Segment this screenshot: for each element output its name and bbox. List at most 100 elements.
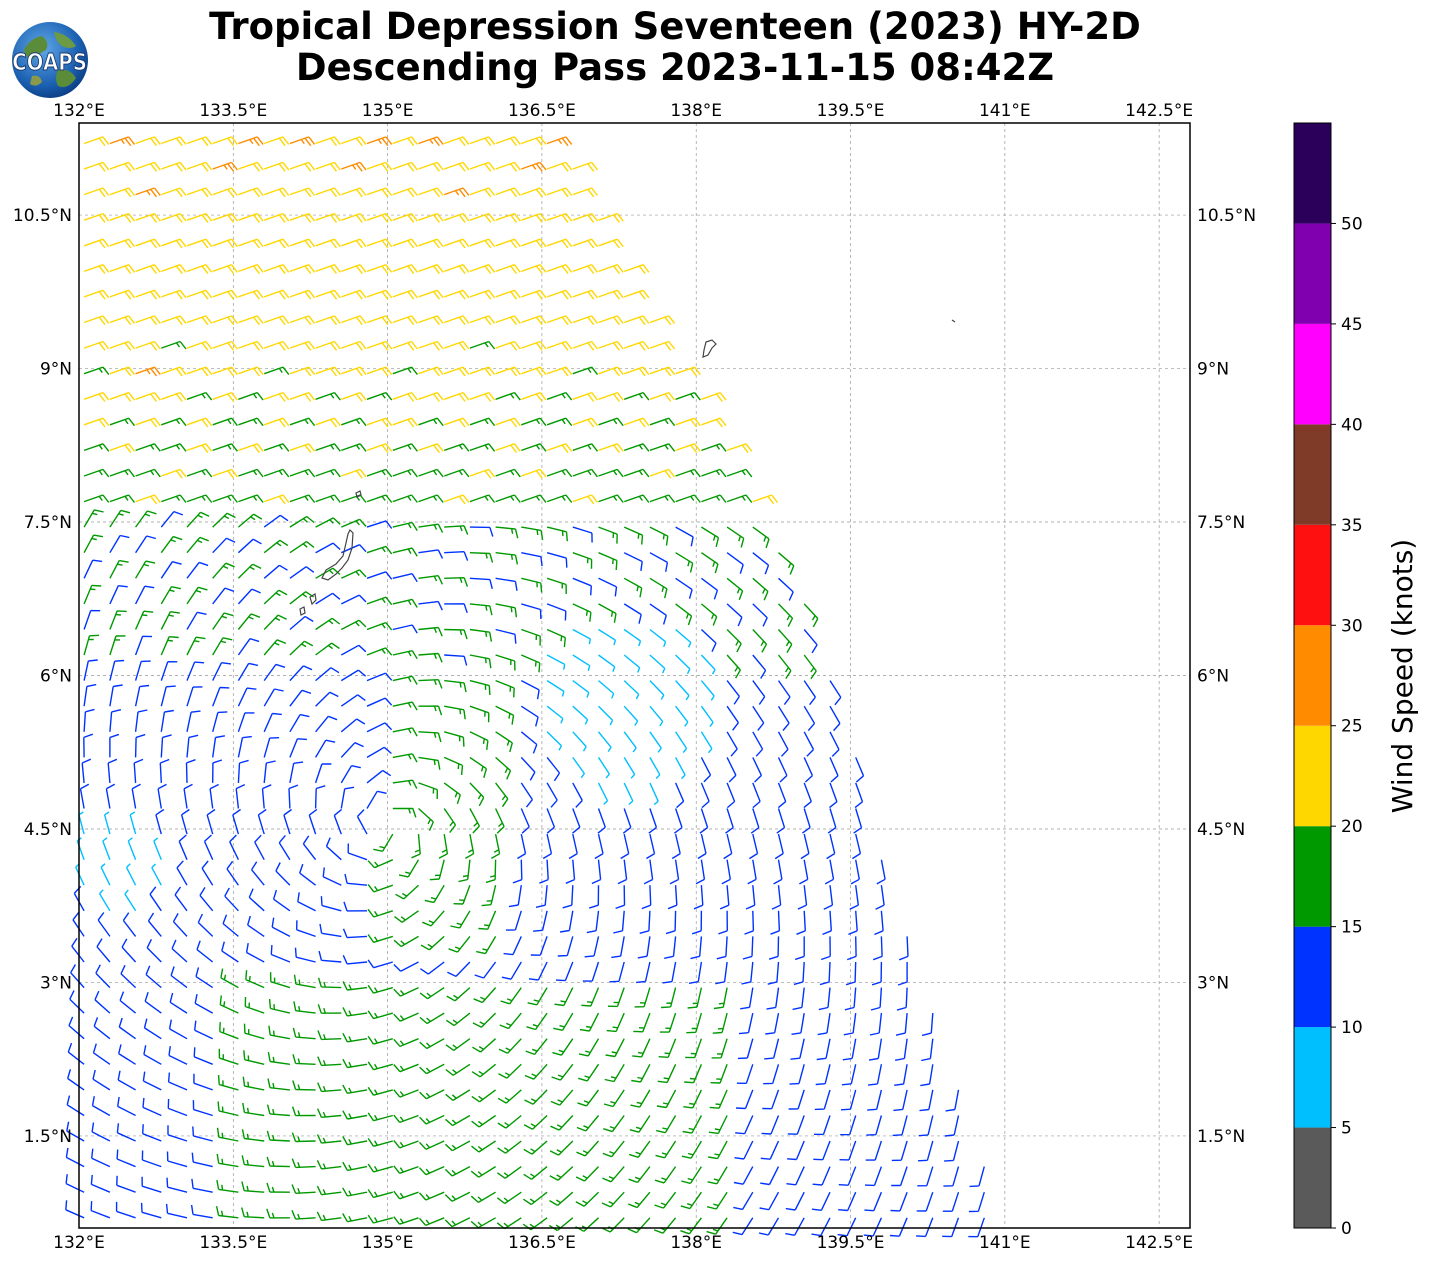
wind-barb xyxy=(771,885,782,910)
wind-barb xyxy=(565,859,576,884)
wind-barb xyxy=(366,340,393,351)
wind-barb xyxy=(721,859,731,885)
wind-barb xyxy=(465,833,475,860)
wind-barb xyxy=(263,340,290,351)
wind-barb xyxy=(559,910,574,933)
wind-barb xyxy=(447,961,471,978)
wind-barb xyxy=(598,391,624,402)
wind-barb xyxy=(226,860,239,886)
wind-barb xyxy=(367,1163,393,1173)
wind-barb xyxy=(134,560,156,579)
wind-barb xyxy=(367,1138,393,1147)
wind-barb xyxy=(737,1038,754,1060)
wind-barb xyxy=(186,238,213,249)
wind-barb xyxy=(708,1140,728,1160)
wind-barb xyxy=(740,987,754,1010)
wind-barb xyxy=(392,727,418,737)
wind-barb xyxy=(546,654,566,670)
wind-barb xyxy=(658,1038,677,1058)
wind-barb xyxy=(726,782,736,809)
wind-barb xyxy=(366,315,393,326)
wind-barb xyxy=(411,834,421,859)
wind-barb xyxy=(736,1064,754,1084)
wind-barb xyxy=(261,784,272,809)
wind-barb xyxy=(891,1166,908,1187)
wind-barb xyxy=(109,494,136,503)
wind-barb xyxy=(263,539,289,554)
wind-barb xyxy=(752,526,770,549)
wind-barb xyxy=(597,731,612,752)
wind-barb xyxy=(159,758,170,783)
lat-tick-label-right: 6°N xyxy=(1197,667,1229,687)
wind-barb xyxy=(315,264,341,275)
wind-barb xyxy=(843,1013,857,1036)
wind-barb xyxy=(122,912,137,937)
wind-barb xyxy=(315,715,338,733)
wind-barb xyxy=(726,494,753,503)
wind-barb xyxy=(546,366,573,377)
wind-barb xyxy=(630,1089,651,1108)
wind-barb xyxy=(186,468,213,478)
wind-barb xyxy=(193,1047,213,1065)
wind-barb xyxy=(109,366,136,377)
wind-barb xyxy=(192,1126,213,1142)
wind-barb xyxy=(366,494,393,503)
wind-barb xyxy=(444,628,468,640)
wind-barb xyxy=(735,1089,754,1110)
wind-barb xyxy=(92,1043,111,1065)
wind-barb xyxy=(194,993,214,1014)
wind-barb xyxy=(598,238,624,249)
wind-barb xyxy=(443,443,470,452)
wind-barb xyxy=(392,289,418,300)
wind-barb xyxy=(341,391,367,402)
wind-barb xyxy=(418,600,443,611)
wind-barb xyxy=(263,366,290,376)
wind-barb xyxy=(263,589,288,605)
island-palau-south-2 xyxy=(299,606,306,616)
wind-barb xyxy=(598,577,618,597)
wind-barb xyxy=(498,1038,522,1054)
lat-tick-label-right: 7.5°N xyxy=(1197,513,1245,533)
wind-barb xyxy=(846,936,857,961)
wind-barb xyxy=(598,552,618,571)
wind-barb xyxy=(221,941,239,963)
wind-barb xyxy=(597,782,609,805)
wind-barb xyxy=(470,1166,496,1178)
wind-barb xyxy=(161,264,187,275)
wind-barb xyxy=(424,884,445,904)
wind-barb xyxy=(90,1201,111,1219)
wind-barb xyxy=(443,315,470,326)
wind-barb xyxy=(366,672,393,682)
wind-barb xyxy=(774,833,784,860)
wind-barb xyxy=(314,785,326,809)
wind-barb xyxy=(392,573,418,583)
wind-barb xyxy=(109,264,136,275)
wind-barb xyxy=(186,187,213,198)
wind-barb xyxy=(604,1063,625,1083)
wind-barb xyxy=(65,1200,85,1219)
wind-barb xyxy=(109,610,127,630)
wind-barb xyxy=(572,526,593,543)
wind-barb xyxy=(577,1089,600,1107)
wind-barb xyxy=(656,1115,677,1134)
wind-barb xyxy=(526,1012,548,1031)
wind-barb xyxy=(418,575,444,585)
wind-barb xyxy=(496,1191,522,1205)
wind-barb xyxy=(142,1124,162,1142)
wind-barb xyxy=(701,417,727,428)
wind-barb xyxy=(874,910,884,936)
wind-barb xyxy=(161,340,187,350)
wind-barb xyxy=(366,722,393,733)
wind-barb xyxy=(752,757,763,783)
wind-barb xyxy=(655,1140,677,1159)
wind-barb xyxy=(418,756,441,770)
wind-barb xyxy=(325,837,342,861)
wind-barb xyxy=(521,212,547,223)
wind-barb xyxy=(521,391,547,402)
wind-barb xyxy=(212,468,238,479)
wind-barb xyxy=(245,942,265,963)
wind-barb xyxy=(83,187,110,198)
wind-barb xyxy=(685,1038,703,1059)
wind-barb xyxy=(623,264,650,275)
wind-barb xyxy=(341,443,367,452)
